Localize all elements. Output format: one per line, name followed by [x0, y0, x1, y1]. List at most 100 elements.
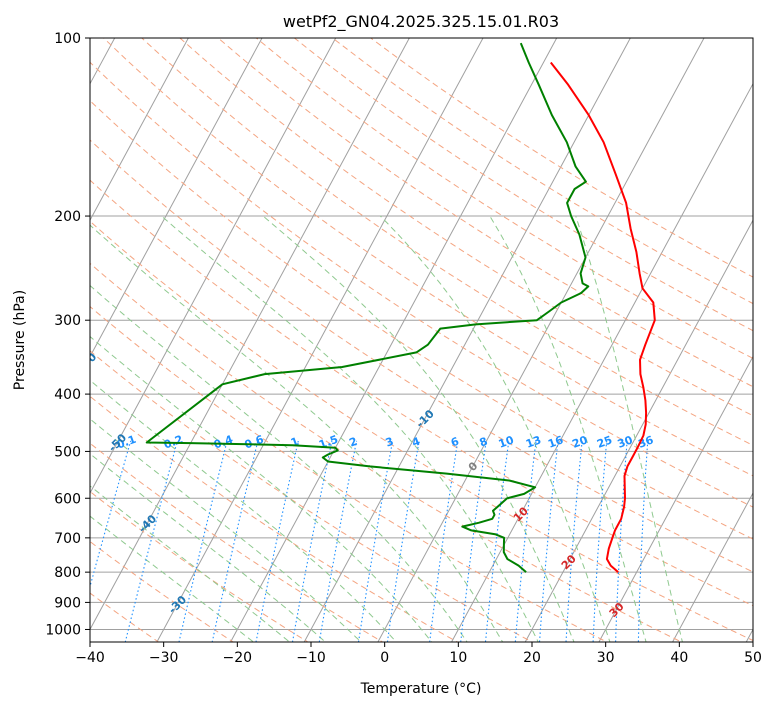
y-tick-label: 900: [54, 595, 81, 611]
mixing-ratio-labels: 0.1 0.2 0.4 0.6 1 1.5 2 3 4 6 8 10 13 16 20 25 30 36: [115, 433, 655, 452]
y-axis-ticks: 100 200 300 400 500 600 700 800 900 1000: [45, 31, 90, 638]
mixing-ratio-line: [124, 440, 178, 642]
x-tick-label: 50: [744, 650, 762, 666]
mixing-ratio-label: 30: [616, 433, 635, 451]
mixing-ratio-label: 1: [289, 435, 301, 450]
temperature-profile-line: [550, 61, 656, 573]
y-axis-label: Pressure (hPa): [12, 290, 28, 390]
mixing-ratio-label: 0.6: [243, 433, 266, 452]
mixing-ratio-label: 0.1: [115, 433, 138, 452]
mixing-ratio-line: [90, 440, 132, 589]
dry-adiabat-line: [217, 38, 753, 388]
isotherm-line: [598, 355, 753, 642]
x-tick-label: −40: [75, 650, 105, 666]
moist-adiabat-lines: [90, 215, 683, 642]
mixing-ratio-label: 2: [347, 435, 359, 450]
moist-adiabat-line: [262, 215, 575, 642]
dry-adiabat-line: [103, 38, 753, 477]
moist-adiabat-line: [90, 224, 504, 642]
mixing-ratio-label: 25: [595, 433, 614, 450]
mixing-ratio-label: 36: [636, 433, 655, 451]
moist-adiabat-line: [90, 284, 468, 642]
x-axis-label: Temperature (°C): [360, 681, 482, 697]
dry-adiabat-line: [90, 220, 753, 642]
dry-adiabat-line: [90, 442, 384, 642]
x-tick-label: −20: [223, 650, 253, 666]
isotherm-line: [671, 491, 753, 642]
x-tick-label: 0: [380, 650, 389, 666]
isotherm-line: [524, 219, 753, 642]
plot-frame: [89, 37, 754, 643]
isotherm-line: [450, 82, 753, 642]
x-tick-label: −10: [296, 650, 326, 666]
isotherm-line: [377, 38, 705, 642]
mixing-ratio-line: [615, 440, 628, 642]
x-tick-label: 20: [523, 650, 541, 666]
isotherm-lines: [90, 38, 753, 642]
moist-adiabat-line: [161, 215, 539, 642]
mixing-ratio-line: [386, 440, 420, 642]
dry-adiabat-line: [90, 262, 683, 642]
y-tick-label: 1000: [45, 622, 81, 638]
moist-adiabat-line: [575, 215, 683, 642]
mixing-ratio-lines: [90, 440, 649, 642]
x-tick-label: −30: [149, 650, 179, 666]
mixing-ratio-label: 3: [384, 435, 396, 450]
isotherm-line: [156, 38, 484, 642]
mixing-ratio-label: 8: [478, 435, 490, 450]
dry-adiabat-line: [90, 100, 753, 540]
x-tick-label: 40: [670, 650, 688, 666]
dewpoint-profile-line: [145, 42, 590, 573]
dry-adiabat-line: [90, 61, 753, 508]
isotherm-line: [303, 38, 631, 642]
mixing-ratio-label: 20: [570, 433, 589, 451]
moist-adiabat-line: [90, 453, 327, 642]
mixing-ratio-label: 13: [524, 433, 543, 450]
y-tick-label: 200: [54, 209, 81, 225]
mixing-ratio-line: [357, 440, 394, 642]
y-tick-label: 300: [54, 313, 81, 329]
moist-adiabat-line: [90, 379, 398, 642]
moist-adiabat-line: [90, 515, 255, 642]
isotherm-line: [229, 38, 558, 642]
isotherm-line: [90, 38, 263, 358]
y-tick-label: 500: [54, 444, 81, 460]
y-tick-label: 800: [54, 565, 81, 581]
x-tick-label: 10: [449, 650, 467, 666]
mixing-ratio-label: 6: [449, 435, 461, 450]
dry-adiabat-line: [332, 38, 753, 305]
mixing-ratio-line: [429, 440, 459, 642]
mixing-ratio-line: [565, 440, 583, 642]
y-tick-label: 400: [54, 387, 81, 403]
y-tick-label: 600: [54, 491, 81, 507]
dry-adiabat-line: [90, 139, 753, 573]
mixing-ratio-line: [538, 440, 559, 642]
dry-adiabat-line: [90, 305, 608, 642]
mixing-ratio-line: [637, 440, 649, 642]
isotherm-line: [90, 38, 337, 495]
profile-series: [145, 42, 656, 573]
isotherm-line: [90, 38, 189, 222]
dry-adiabat-line: [90, 395, 459, 642]
mixing-ratio-label: 10: [497, 433, 516, 451]
y-tick-label: 100: [54, 31, 81, 47]
moist-adiabat-line: [90, 418, 362, 642]
isotherm-label: -60: [76, 350, 99, 373]
mixing-ratio-line: [484, 440, 510, 642]
x-tick-label: 30: [597, 650, 615, 666]
dry-adiabat-line: [255, 38, 753, 359]
mixing-ratio-line: [592, 440, 608, 642]
moist-adiabat-line: [489, 215, 647, 642]
dry-adiabat-line: [90, 592, 160, 642]
dry-adiabat-line: [141, 38, 753, 446]
isotherm-line: [90, 38, 410, 631]
mixing-ratio-label: 4: [410, 435, 422, 450]
moist-adiabat-line: [379, 215, 611, 642]
x-axis-ticks: −40 −30 −20 −10 0 10 20 30 40 50: [75, 642, 762, 666]
mixing-ratio-line: [460, 440, 487, 642]
mixing-ratio-label: 16: [546, 433, 565, 451]
dry-adiabat-lines: [90, 38, 753, 642]
chart-title: wetPf2_GN04.2025.325.15.01.R03: [283, 12, 559, 32]
